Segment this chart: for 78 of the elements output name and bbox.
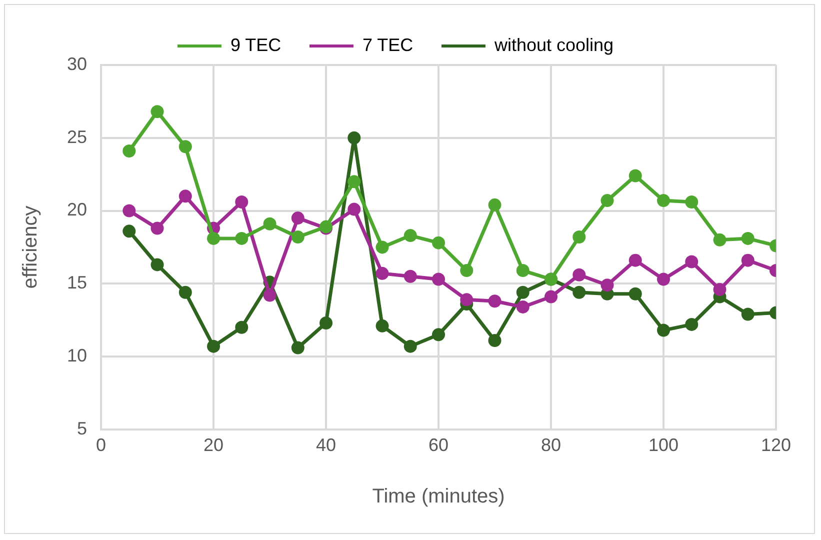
point [685, 196, 698, 209]
point [713, 282, 726, 296]
point [572, 286, 586, 299]
point [207, 340, 220, 353]
point [348, 131, 361, 144]
x-tick-label: 120 [760, 435, 792, 456]
point [600, 278, 614, 292]
y-axis-title: efficiency [20, 206, 42, 289]
point [685, 318, 698, 331]
point [685, 255, 698, 268]
point [320, 316, 333, 330]
point [235, 320, 248, 334]
y-tick-label: 25 [66, 126, 88, 147]
point [178, 286, 192, 299]
point [628, 287, 642, 300]
point [572, 230, 586, 244]
point [572, 268, 586, 282]
point [122, 204, 136, 218]
point [291, 230, 304, 244]
point [432, 272, 446, 286]
point [263, 288, 276, 302]
legend-label: without cooling [493, 34, 614, 55]
y-tick-label: 15 [66, 272, 88, 293]
point [488, 294, 502, 308]
point [628, 254, 642, 267]
point [404, 229, 417, 242]
y-tick-label: 20 [66, 200, 88, 220]
point [404, 340, 417, 353]
point [178, 140, 192, 154]
legend-label: 9 TEC [230, 34, 282, 55]
point [460, 293, 474, 306]
point [600, 194, 614, 208]
point [291, 341, 304, 354]
point [516, 286, 530, 299]
point [291, 212, 304, 225]
point [348, 175, 361, 188]
x-tick-label: 80 [540, 435, 562, 456]
point [432, 328, 446, 342]
x-tick-label: 20 [204, 435, 224, 456]
point [376, 319, 389, 332]
point [376, 266, 389, 280]
point [628, 169, 642, 182]
x-tick-label: 40 [316, 435, 336, 456]
point [404, 270, 417, 283]
point [235, 232, 248, 245]
y-tick-label: 10 [66, 345, 88, 366]
point [122, 224, 136, 238]
point [741, 308, 754, 321]
x-tick-label: 60 [428, 435, 449, 456]
x-tick-label: 0 [96, 435, 106, 456]
point [263, 217, 276, 230]
point [150, 258, 164, 272]
point [207, 232, 220, 245]
point [460, 264, 474, 278]
point [150, 222, 164, 235]
point [741, 232, 754, 245]
point [178, 190, 192, 203]
point [713, 233, 726, 246]
point [432, 236, 446, 250]
point [516, 264, 530, 278]
point [657, 194, 670, 208]
x-axis-title: Time (minutes) [372, 486, 505, 508]
point [488, 198, 502, 212]
point [122, 144, 136, 158]
point [657, 324, 670, 337]
point [348, 202, 361, 216]
y-tick-label: 30 [66, 54, 88, 74]
point [741, 254, 754, 267]
point [150, 105, 164, 118]
point [235, 196, 248, 209]
point [516, 300, 530, 314]
x-tick-label: 100 [648, 435, 679, 456]
point [488, 334, 502, 347]
point [544, 290, 558, 304]
y-tick-label: 5 [77, 418, 88, 438]
legend-label: 7 TEC [362, 34, 414, 55]
point [376, 240, 389, 254]
point [657, 272, 670, 286]
